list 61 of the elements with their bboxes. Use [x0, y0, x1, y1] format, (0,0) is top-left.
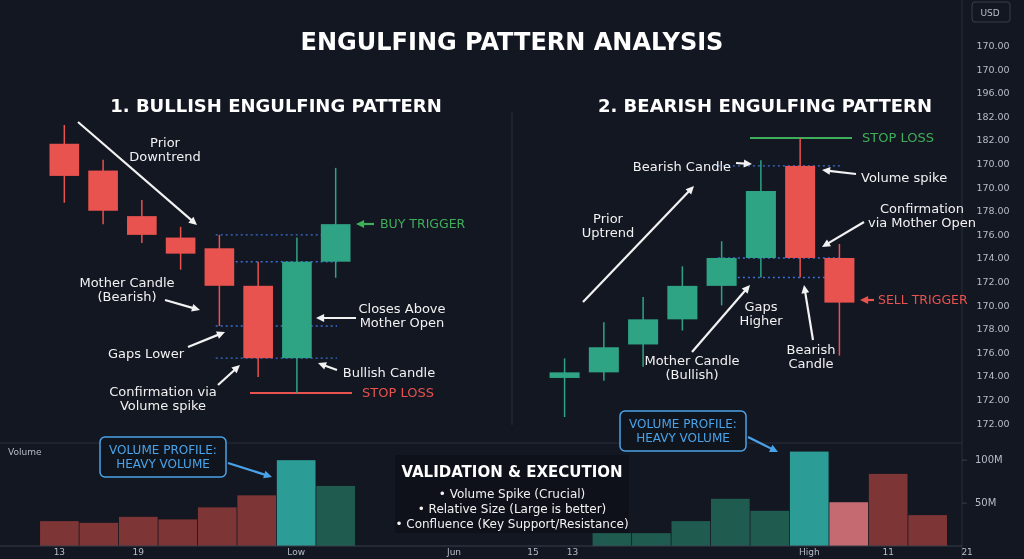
- text: 170.00: [976, 299, 1010, 311]
- ref-line-label: STOP LOSS: [862, 129, 934, 145]
- chart-subtitle: 2. BEARISH ENGULFING PATTERN: [597, 95, 933, 116]
- text: 172.00: [976, 275, 1010, 287]
- text: ENGULFING PATTERN ANALYSIS: [300, 28, 724, 56]
- text: USD: [980, 7, 1000, 18]
- candlestick: [549, 357, 580, 418]
- annotation: Bullish Candle: [342, 364, 436, 380]
- text: 170.00: [976, 63, 1010, 75]
- text: Closes Above Mother Open: [358, 300, 446, 330]
- text: Confirmation via Mother Open: [867, 200, 977, 230]
- text: 182.00: [976, 133, 1010, 145]
- annotation: VOLUME PROFILE: HEAVY VOLUME: [629, 416, 737, 445]
- annotation: Mother Candle (Bearish): [79, 274, 175, 304]
- annotation: Bearish Candle: [632, 158, 731, 174]
- annotation: Confirmation via Volume spike: [109, 383, 217, 413]
- ref-line-label: STOP LOSS: [362, 384, 434, 400]
- annotation: Gaps Higher: [739, 298, 784, 328]
- text: 174.00: [976, 369, 1010, 381]
- chart-subtitle: 1. BULLISH ENGULFING PATTERN: [110, 95, 442, 116]
- bar: [829, 502, 869, 546]
- text: 170.00: [976, 39, 1010, 51]
- text: SELL TRIGGER: [878, 291, 969, 307]
- annotation: • Volume Spike (Crucial): [438, 486, 586, 501]
- bar: [316, 485, 355, 546]
- text: Volume spike: [861, 169, 948, 185]
- x-tick-label: 13: [566, 547, 579, 557]
- text: 172.00: [976, 417, 1010, 429]
- x-tick-label: 15: [527, 547, 539, 557]
- text: 196.00: [976, 86, 1010, 98]
- y-tick-label: 100M: [975, 454, 1003, 466]
- annotation: • Confluence (Key Support/Resistance): [395, 516, 629, 531]
- x-tick-label: 21: [961, 547, 973, 557]
- annotation: Mother Candle (Bullish): [644, 352, 740, 382]
- annotation: • Relative Size (Large is better): [417, 501, 607, 516]
- y-tick-label: 50M: [975, 497, 997, 509]
- text: 182.00: [976, 110, 1010, 122]
- bar: [276, 460, 316, 546]
- x-tick-label: 11: [882, 547, 894, 557]
- annotation: Bearish Candle: [786, 341, 836, 371]
- x-tick-label: High: [798, 547, 820, 557]
- bar: [789, 451, 829, 546]
- text: 178.00: [976, 204, 1010, 216]
- x-tick-label: 13: [53, 547, 66, 557]
- annotation: Prior Uptrend: [581, 210, 635, 240]
- x-tick-label: Low: [287, 547, 306, 557]
- annotation: VALIDATION & EXECUTION: [401, 462, 623, 481]
- text: 174.00: [976, 251, 1010, 263]
- text: 176.00: [976, 346, 1010, 358]
- text: BUY TRIGGER: [380, 215, 466, 231]
- text: 172.00: [976, 393, 1010, 405]
- text: 178.00: [976, 322, 1010, 334]
- chart-title: Volume: [8, 447, 42, 457]
- text: 170.00: [976, 157, 1010, 169]
- text: 170.00: [976, 181, 1010, 193]
- annotation: VOLUME PROFILE: HEAVY VOLUME: [109, 442, 217, 471]
- x-tick-label: Jun: [446, 547, 462, 557]
- annotation: Prior Downtrend: [129, 134, 201, 164]
- annotation: Gaps Lower: [107, 345, 185, 361]
- x-tick-label: 19: [132, 547, 145, 557]
- text: 176.00: [976, 228, 1010, 240]
